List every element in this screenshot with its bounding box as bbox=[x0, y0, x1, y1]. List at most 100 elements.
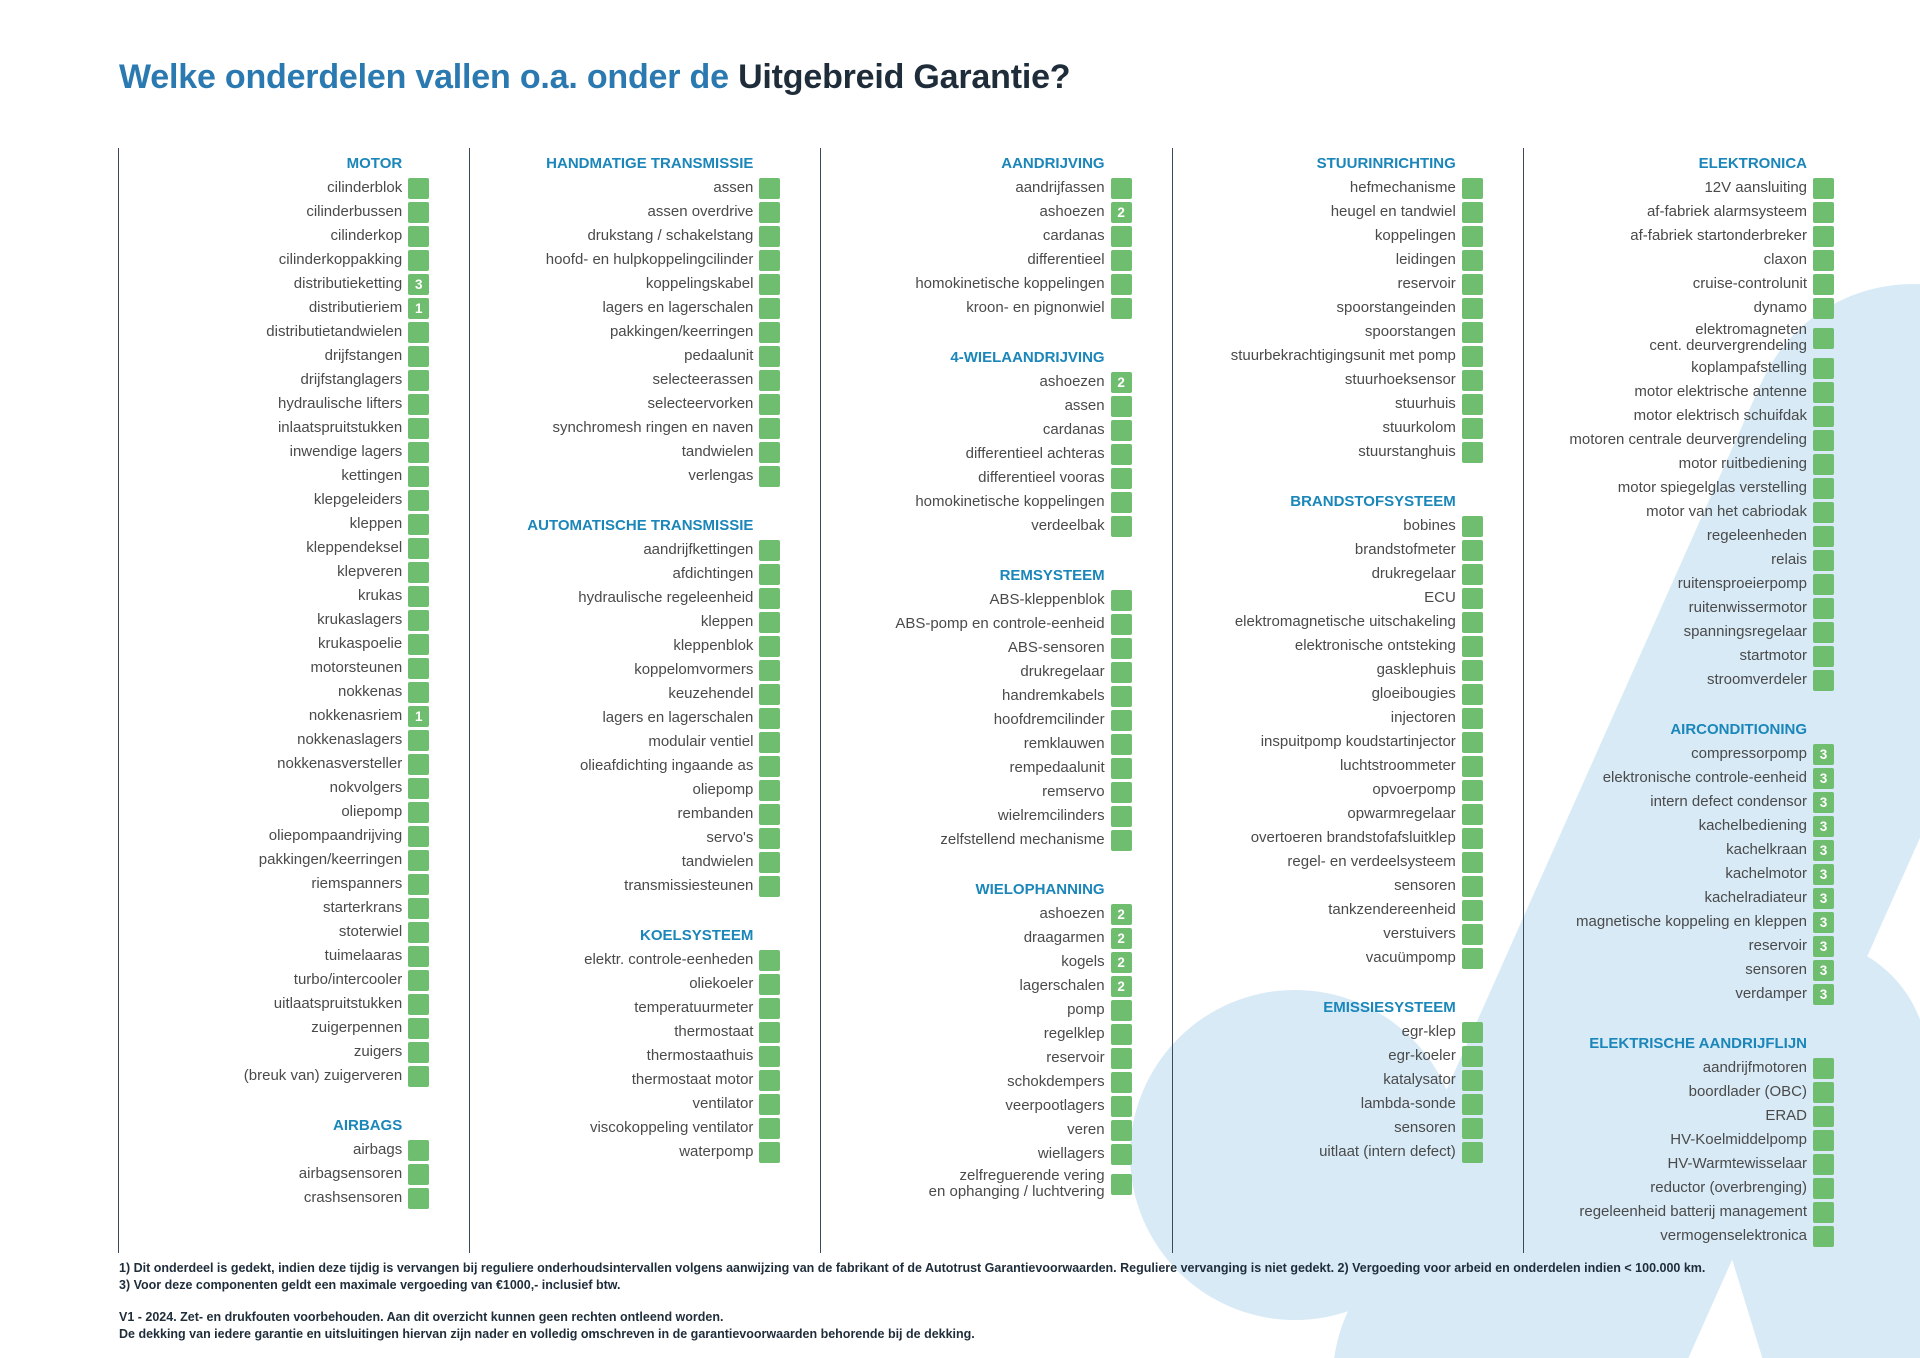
item-label: stuurhuis bbox=[1394, 395, 1456, 412]
coverage-checkbox bbox=[1813, 1153, 1835, 1175]
coverage-checkbox bbox=[759, 1093, 781, 1115]
item-label: klepveren bbox=[337, 563, 403, 580]
list-item: thermostaat motor bbox=[480, 1068, 781, 1092]
list-item: verstuivers bbox=[1183, 922, 1483, 946]
list-item: reductor (overbrenging) bbox=[1534, 1176, 1835, 1200]
coverage-checkbox bbox=[1110, 781, 1132, 803]
coverage-checkbox bbox=[759, 393, 781, 415]
coverage-checkbox bbox=[1461, 779, 1483, 801]
coverage-checkbox bbox=[1110, 1095, 1132, 1117]
list-item: vermogenselektronica bbox=[1534, 1224, 1835, 1248]
item-label: veerpootlagers bbox=[1005, 1097, 1105, 1114]
item-label: drukregelaar bbox=[1371, 565, 1456, 582]
list-item: afdichtingen bbox=[480, 562, 781, 586]
list-item: remservo bbox=[831, 780, 1132, 804]
list-item: handremkabels bbox=[831, 684, 1132, 708]
coverage-checkbox bbox=[1461, 923, 1483, 945]
item-label: regeleenheid batterij management bbox=[1579, 1203, 1808, 1220]
coverage-checkbox bbox=[759, 949, 781, 971]
coverage-checkbox bbox=[1813, 597, 1835, 619]
item-label: distributieriem bbox=[308, 299, 403, 316]
coverage-checkbox bbox=[759, 997, 781, 1019]
coverage-checkbox bbox=[759, 1117, 781, 1139]
list-item: assen bbox=[831, 394, 1132, 418]
coverage-checkbox bbox=[1110, 395, 1132, 417]
list-item: luchtstroommeter bbox=[1183, 754, 1483, 778]
item-label: selecteervorken bbox=[647, 395, 754, 412]
item-label: egr-klep bbox=[1401, 1023, 1456, 1040]
item-label: kleppen bbox=[700, 613, 754, 630]
list-item: kleppen bbox=[129, 512, 430, 536]
coverage-checkbox bbox=[408, 489, 430, 511]
item-label: compressorpomp bbox=[1691, 745, 1808, 762]
list-item: zuigerpennen bbox=[129, 1016, 430, 1040]
coverage-checkbox bbox=[759, 225, 781, 247]
list-item: uitlaat (intern defect) bbox=[1183, 1140, 1483, 1164]
list-item: kleppen bbox=[480, 610, 781, 634]
item-label: reservoir bbox=[1397, 275, 1456, 292]
list-item: motoren centrale deurvergrendeling bbox=[1534, 428, 1835, 452]
coverage-checkbox: 2 bbox=[1110, 371, 1132, 393]
list-item: stuurhoeksensor bbox=[1183, 368, 1483, 392]
item-label: homokinetische koppelingen bbox=[915, 493, 1105, 510]
item-label: motor spiegelglas verstelling bbox=[1617, 479, 1808, 496]
list-item: reservoir bbox=[831, 1046, 1132, 1070]
coverage-checkbox bbox=[1461, 587, 1483, 609]
list-item: kleppenblok bbox=[480, 634, 781, 658]
coverage-checkbox bbox=[1813, 501, 1835, 523]
list-item: lambda-sonde bbox=[1183, 1092, 1483, 1116]
item-label: elektronische ontsteking bbox=[1294, 637, 1456, 654]
footer: 1) Dit onderdeel is gedekt, indien deze … bbox=[119, 1260, 1879, 1343]
item-label: regel- en verdeelsysteem bbox=[1287, 853, 1456, 870]
version-note: V1 - 2024. Zet- en drukfouten voorbehoud… bbox=[119, 1310, 724, 1324]
list-item: uitlaatspruitstukken bbox=[129, 992, 430, 1016]
coverage-checkbox bbox=[1813, 429, 1835, 451]
coverage-checkbox bbox=[1813, 201, 1835, 223]
list-item: hefmechanisme bbox=[1183, 176, 1483, 200]
list-item: tuimelaaras bbox=[129, 944, 430, 968]
list-item: motor spiegelglas verstelling bbox=[1534, 476, 1835, 500]
list-item: olieafdichting ingaande as bbox=[480, 754, 781, 778]
item-label: verdamper bbox=[1735, 985, 1808, 1002]
item-label: temperatuurmeter bbox=[634, 999, 754, 1016]
list-item: aandrijfassen bbox=[831, 176, 1132, 200]
item-label: regeleenheden bbox=[1706, 527, 1808, 544]
list-item: motor ruitbediening bbox=[1534, 452, 1835, 476]
item-label: wielremcilinders bbox=[997, 807, 1105, 824]
item-label: riemspanners bbox=[311, 875, 403, 892]
list-item: oliepomp bbox=[480, 778, 781, 802]
list-item: koppelingskabel bbox=[480, 272, 781, 296]
coverage-checkbox: 3 bbox=[1813, 887, 1835, 909]
list-item: sensoren bbox=[1183, 1116, 1483, 1140]
coverage-checkbox bbox=[1461, 321, 1483, 343]
coverage-checkbox bbox=[408, 249, 430, 271]
item-label: pakkingen/keerringen bbox=[609, 323, 754, 340]
coverage-checkbox bbox=[1813, 225, 1835, 247]
list-item: inwendige lagers bbox=[129, 440, 430, 464]
coverage-checkbox bbox=[1461, 683, 1483, 705]
list-item: HV-Koelmiddelpomp bbox=[1534, 1128, 1835, 1152]
list-item: regel- en verdeelsysteem bbox=[1183, 850, 1483, 874]
item-label: synchromesh ringen en naven bbox=[552, 419, 754, 436]
coverage-checkbox bbox=[1461, 1021, 1483, 1043]
item-label: nokvolgers bbox=[329, 779, 403, 796]
list-item: af-fabriek alarmsysteem bbox=[1534, 200, 1835, 224]
coverage-checkbox bbox=[1461, 177, 1483, 199]
list-item: modulair ventiel bbox=[480, 730, 781, 754]
coverage-checkbox bbox=[1461, 659, 1483, 681]
list-item: spanningsregelaar bbox=[1534, 620, 1835, 644]
item-label: leidingen bbox=[1395, 251, 1456, 268]
list-item: krukaspoelie bbox=[129, 632, 430, 656]
item-label: vermogenselektronica bbox=[1660, 1227, 1808, 1244]
list-item: koplampafstelling bbox=[1534, 356, 1835, 380]
coverage-checkbox bbox=[1110, 1023, 1132, 1045]
item-label: klepgeleiders bbox=[313, 491, 403, 508]
list-item: airbagsensoren bbox=[129, 1162, 430, 1186]
parts-column-4: STUURINRICHTING hefmechanisme heugel en ta… bbox=[1171, 148, 1523, 1253]
coverage-checkbox bbox=[759, 659, 781, 681]
coverage-checkbox bbox=[759, 201, 781, 223]
item-label: hydraulische lifters bbox=[277, 395, 403, 412]
coverage-checkbox bbox=[759, 973, 781, 995]
list-item: viscokoppeling ventilator bbox=[480, 1116, 781, 1140]
coverage-checkbox bbox=[1813, 1129, 1835, 1151]
